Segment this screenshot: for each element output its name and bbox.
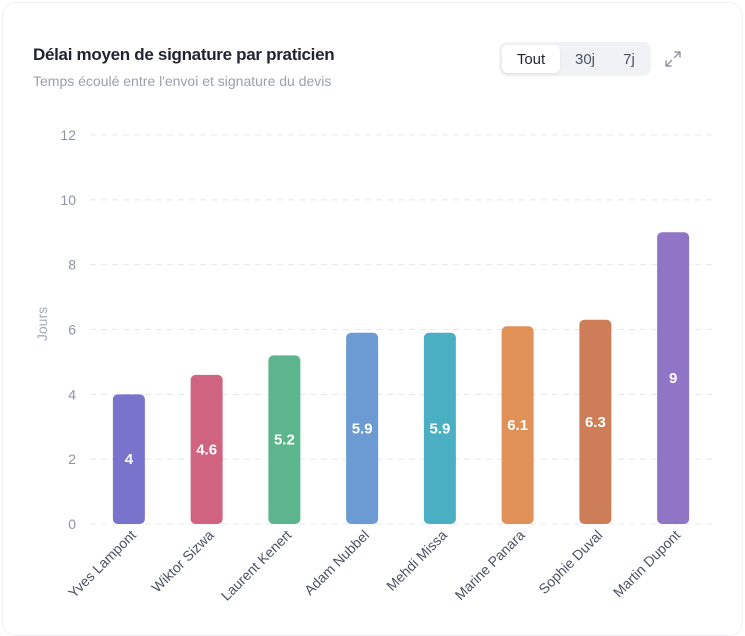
x-tick-label: Wiktor Sizwa [148, 527, 217, 596]
filter-all-button[interactable]: Tout [502, 45, 560, 73]
filter-30-days-button[interactable]: 30j [574, 50, 596, 68]
x-tick-label: Sophie Duval [535, 527, 605, 597]
y-tick-label: 2 [68, 451, 76, 467]
y-tick-label: 6 [68, 322, 76, 338]
data-label: 4.6 [196, 441, 217, 458]
bar [579, 319, 612, 524]
chart-title: Délai moyen de signature par praticien [33, 45, 335, 64]
data-label: 6.1 [507, 417, 528, 434]
data-label: 6.3 [585, 414, 606, 431]
x-tick-label: Martin Dupont [610, 527, 684, 601]
data-label: 4 [125, 451, 134, 468]
y-tick-label: 0 [68, 516, 76, 532]
bar [346, 332, 379, 524]
bar [190, 374, 223, 524]
expand-arrows-icon[interactable] [662, 48, 684, 70]
bar [657, 232, 690, 524]
data-label: 5.9 [352, 420, 373, 437]
bar [423, 332, 456, 524]
y-tick-label: 4 [68, 386, 76, 402]
bar [501, 326, 534, 524]
y-tick-label: 12 [60, 127, 76, 143]
x-tick-label: Yves Lampont [65, 527, 139, 601]
bar [112, 394, 145, 524]
data-label: 9 [669, 370, 677, 387]
y-tick-label: 8 [68, 257, 76, 273]
x-tick-label: Adam Nubbel [301, 527, 372, 598]
y-axis-label: Jours [34, 307, 50, 341]
filter-7-days-button[interactable]: 7j [623, 50, 635, 68]
x-tick-label: Laurent Kenert [218, 527, 295, 604]
x-tick-label: Mehdi Missa [383, 527, 450, 594]
y-tick-label: 10 [60, 192, 76, 208]
data-label: 5.9 [429, 420, 450, 437]
bar [268, 355, 301, 524]
data-label: 5.2 [274, 432, 295, 449]
period-filter: Tout 30j 7j [499, 42, 651, 76]
chart-subtitle: Temps écoulé entre l'envoi et signature … [33, 73, 332, 89]
x-tick-label: Marine Panara [452, 527, 528, 603]
